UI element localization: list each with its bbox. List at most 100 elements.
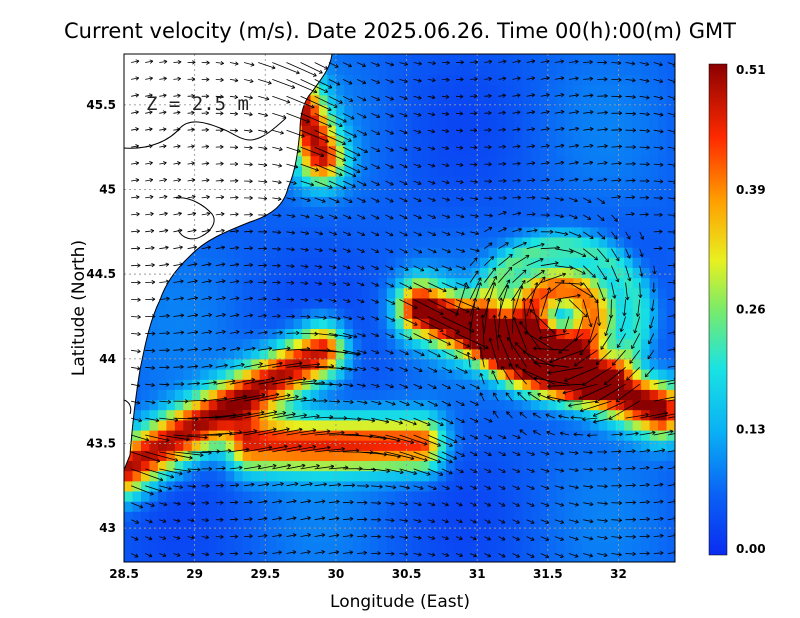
current-arrow bbox=[611, 282, 616, 299]
current-arrow bbox=[244, 535, 253, 537]
current-arrow bbox=[427, 265, 439, 271]
current-arrow bbox=[399, 400, 410, 406]
current-arrow bbox=[187, 246, 197, 250]
current-arrow bbox=[229, 263, 239, 267]
current-arrow bbox=[244, 331, 254, 334]
current-arrow bbox=[356, 316, 365, 320]
current-arrow bbox=[596, 282, 605, 302]
current-arrow bbox=[574, 349, 598, 367]
current-arrow bbox=[653, 180, 664, 182]
current-arrow bbox=[215, 280, 226, 283]
current-arrow bbox=[229, 95, 238, 98]
current-arrow bbox=[173, 468, 191, 472]
current-arrow bbox=[187, 263, 198, 267]
current-arrow bbox=[568, 536, 579, 540]
current-arrow bbox=[501, 366, 513, 385]
current-arrow bbox=[455, 553, 463, 557]
current-arrow bbox=[244, 95, 253, 99]
current-arrow bbox=[540, 197, 550, 200]
current-arrow bbox=[356, 248, 365, 253]
current-arrow bbox=[300, 129, 329, 143]
current-arrow bbox=[300, 551, 311, 554]
current-arrow bbox=[653, 247, 663, 250]
current-arrow bbox=[272, 517, 282, 521]
current-arrow bbox=[540, 519, 550, 524]
current-arrow bbox=[469, 536, 477, 540]
velocity-heatmap bbox=[124, 54, 675, 562]
current-arrow bbox=[526, 243, 545, 250]
current-arrow bbox=[470, 231, 479, 235]
current-arrow bbox=[583, 197, 592, 203]
x-axis-ticks: 28.5 29 29.5 30 30.5 31 31.5 32 bbox=[109, 567, 627, 581]
current-arrow bbox=[229, 197, 239, 199]
current-arrow bbox=[286, 363, 320, 368]
current-arrow bbox=[546, 431, 556, 436]
current-arrow bbox=[568, 77, 579, 80]
current-arrow bbox=[469, 282, 482, 317]
current-arrow bbox=[201, 381, 217, 385]
current-arrow bbox=[413, 180, 422, 185]
y-tick-label: 43 bbox=[99, 521, 116, 535]
current-arrow bbox=[549, 349, 584, 363]
x-tick-label: 31 bbox=[469, 567, 486, 581]
current-arrow bbox=[201, 365, 213, 368]
current-arrow bbox=[523, 297, 528, 334]
current-arrow bbox=[300, 430, 331, 436]
current-arrow bbox=[300, 180, 314, 186]
current-arrow bbox=[314, 79, 333, 89]
current-arrow bbox=[554, 231, 568, 235]
current-arrow bbox=[371, 180, 380, 186]
current-arrow bbox=[173, 519, 181, 522]
current-arrow bbox=[498, 485, 506, 490]
current-arrow bbox=[229, 213, 239, 216]
current-arrow bbox=[244, 146, 253, 149]
current-arrow bbox=[159, 162, 167, 165]
current-arrow bbox=[328, 316, 341, 320]
current-arrow bbox=[498, 112, 506, 114]
current-arrow bbox=[639, 112, 650, 115]
current-arrow bbox=[667, 129, 675, 133]
current-arrow bbox=[399, 265, 409, 271]
current-arrow bbox=[667, 146, 675, 150]
current-arrow bbox=[145, 128, 153, 131]
current-arrow bbox=[427, 146, 436, 150]
current-arrow bbox=[314, 214, 324, 219]
current-arrow bbox=[526, 553, 535, 558]
current-arrow bbox=[159, 400, 171, 403]
current-arrow bbox=[667, 315, 675, 317]
current-arrow bbox=[215, 431, 243, 436]
current-arrow bbox=[533, 362, 570, 368]
current-arrow bbox=[272, 534, 282, 537]
current-arrow bbox=[653, 265, 656, 275]
current-arrow bbox=[300, 316, 311, 318]
current-arrow bbox=[427, 536, 436, 540]
current-arrow bbox=[583, 553, 593, 557]
current-arrow bbox=[427, 383, 437, 389]
current-arrow bbox=[286, 248, 295, 251]
current-arrow bbox=[258, 298, 267, 300]
current-arrow bbox=[272, 180, 282, 184]
y-axis-label: Latitude (North) bbox=[69, 240, 89, 376]
current-arrow bbox=[491, 370, 499, 385]
current-arrow bbox=[272, 231, 281, 233]
current-arrow bbox=[512, 242, 527, 250]
current-arrow bbox=[244, 465, 262, 470]
current-arrow bbox=[568, 502, 579, 506]
current-arrow bbox=[145, 213, 154, 216]
current-arrow bbox=[201, 348, 212, 351]
current-arrow bbox=[547, 396, 570, 402]
current-arrow bbox=[455, 519, 463, 523]
current-arrow bbox=[653, 112, 664, 116]
current-arrow bbox=[625, 179, 636, 182]
current-arrow bbox=[498, 451, 506, 456]
current-arrow bbox=[371, 282, 379, 287]
current-arrow bbox=[244, 411, 277, 419]
current-arrow bbox=[582, 214, 592, 220]
current-arrow bbox=[328, 282, 336, 285]
current-arrow bbox=[597, 145, 608, 148]
current-arrow bbox=[441, 417, 454, 424]
current-arrow bbox=[399, 231, 408, 236]
current-arrow bbox=[244, 163, 253, 165]
current-arrow bbox=[300, 163, 319, 171]
current-arrow bbox=[399, 434, 428, 445]
